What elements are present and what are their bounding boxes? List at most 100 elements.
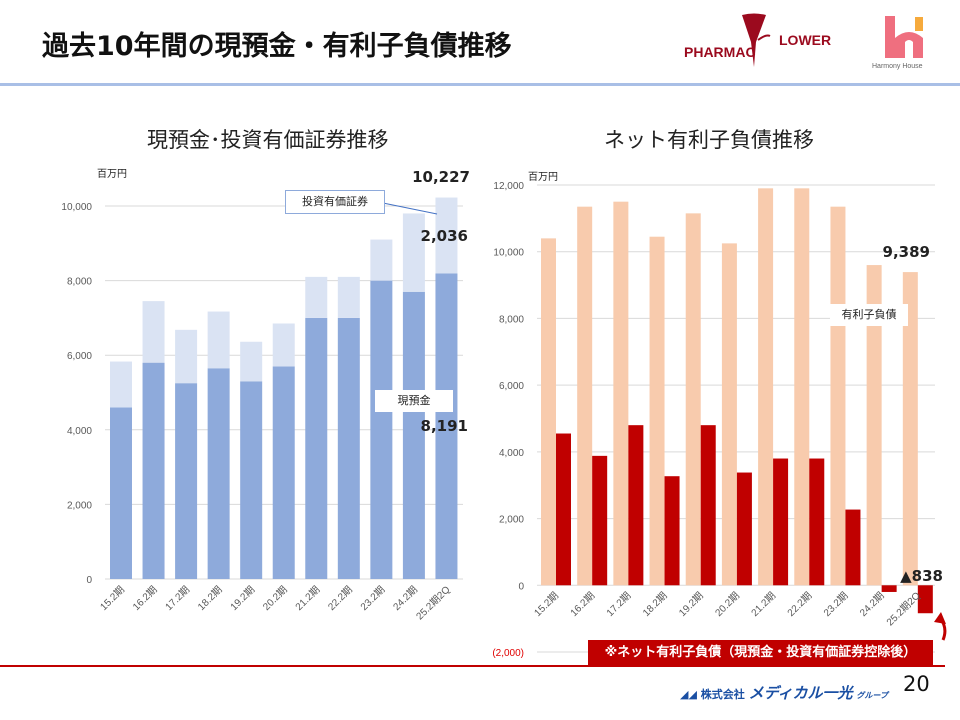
cash-data-label: 8,191	[421, 417, 468, 435]
bar-cash	[370, 280, 393, 579]
triangle-mark-icon: ◢◢	[680, 688, 697, 701]
bar-securities	[110, 361, 132, 408]
bar-cash	[240, 381, 263, 579]
bar-cash	[435, 273, 458, 579]
bar-securities	[207, 311, 230, 369]
x-tick-label: 24.2期	[857, 590, 886, 619]
page-title: 過去10年間の現預金・有利子負債推移	[42, 31, 512, 62]
bar-cash	[305, 317, 328, 579]
bar-net-debt	[881, 585, 897, 592]
bar-net-debt	[917, 585, 933, 614]
y-tick-label: 8,000	[67, 277, 92, 288]
x-tick-label: 21.2期	[749, 590, 778, 619]
bar-cash	[337, 317, 360, 579]
bar-cash	[142, 362, 165, 579]
bar-securities	[435, 197, 458, 274]
y-tick-label: 6,000	[499, 381, 524, 392]
bar-securities	[337, 276, 360, 318]
right-chart-title: ネット有利子負債推移	[604, 128, 814, 152]
footer-divider	[0, 665, 945, 667]
x-tick-label: 20.2期	[261, 584, 290, 613]
y-tick-label: 0	[518, 581, 524, 592]
debt-callout: 有利子負債	[830, 304, 908, 326]
cash-callout: 現預金	[375, 390, 453, 412]
bar-debt	[794, 188, 810, 586]
x-tick-label: 22.2期	[785, 590, 814, 619]
bar-cash	[272, 366, 295, 579]
bar-securities	[370, 239, 393, 281]
callout-leader	[382, 202, 438, 215]
y-tick-label: 10,000	[493, 248, 524, 259]
y-tick-label: 2,000	[67, 500, 92, 511]
securities-data-label: 2,036	[421, 227, 468, 245]
x-tick-label: 17.2期	[163, 584, 192, 613]
x-tick-label: 16.2期	[130, 584, 159, 613]
arrow-head-icon	[934, 612, 946, 624]
bar-cash	[207, 368, 230, 579]
left-chart-title: 現預金･投資有価証券推移	[147, 128, 389, 152]
header-divider	[0, 83, 960, 86]
debt-data-label: 9,389	[883, 243, 930, 261]
y-tick-label: 12,000	[493, 181, 524, 192]
x-tick-label: 19.2期	[677, 590, 706, 619]
bar-debt	[613, 201, 629, 586]
bar-net-debt	[556, 433, 571, 586]
bar-net-debt	[773, 458, 789, 586]
bar-securities	[175, 329, 198, 384]
flower-icon	[742, 13, 771, 67]
medical-ikko-logo: ◢◢ 株式会社 メディカル一光 グループ	[680, 684, 888, 702]
bar-securities	[402, 213, 425, 292]
x-tick-label: 23.2期	[358, 584, 387, 613]
bar-net-debt	[809, 458, 825, 586]
unit-label: 百万円	[528, 171, 558, 183]
bar-net-debt	[592, 455, 608, 586]
bar-cash	[402, 291, 425, 579]
y-tick-label: 0	[86, 575, 92, 586]
page-number: 20	[903, 672, 930, 696]
x-tick-label: 23.2期	[821, 590, 850, 619]
unit-label: 百万円	[97, 168, 127, 180]
net-debt-data-label: ▲838	[900, 567, 943, 585]
bar-debt	[758, 188, 774, 586]
x-tick-label: 21.2期	[293, 584, 322, 613]
x-tick-label: 19.2期	[228, 584, 257, 613]
bar-net-debt	[628, 425, 644, 586]
total-data-label: 10,227	[412, 168, 470, 186]
bar-securities	[240, 341, 263, 382]
securities-callout: 投資有価証券	[285, 190, 385, 214]
bar-net-debt	[700, 425, 716, 586]
bar-net-debt	[664, 476, 680, 586]
bar-securities	[305, 276, 328, 318]
y-tick-label: 6,000	[67, 351, 92, 362]
net-debt-note: ※ネット有利子負債（現預金・投資有価証券控除後）	[588, 640, 933, 666]
x-tick-label: 20.2期	[713, 590, 742, 619]
bar-debt	[721, 243, 737, 586]
bar-cash	[175, 383, 198, 579]
harmony-house-logo: Harmony House	[872, 14, 942, 76]
pharmacy-flower-logo: PHARMAC LOWER	[684, 12, 834, 70]
bar-debt	[649, 236, 665, 586]
x-tick-label: 18.2期	[195, 584, 224, 613]
bar-debt	[830, 206, 846, 586]
x-tick-label: 22.2期	[326, 584, 355, 613]
y-tick-label: (2,000)	[492, 648, 524, 659]
bar-securities	[142, 301, 165, 363]
y-tick-label: 4,000	[67, 426, 92, 437]
y-tick-label: 2,000	[499, 515, 524, 526]
y-tick-label: 8,000	[499, 314, 524, 325]
x-tick-label: 16.2期	[568, 590, 597, 619]
bar-cash	[110, 407, 132, 579]
x-tick-label: 25.2期2Q	[884, 589, 923, 628]
x-tick-label: 24.2期	[391, 584, 420, 613]
x-tick-label: 18.2期	[640, 590, 669, 619]
x-tick-label: 25.2期2Q	[414, 583, 453, 622]
bar-debt	[866, 265, 882, 586]
bar-debt	[685, 213, 701, 586]
bar-net-debt	[845, 509, 861, 586]
bar-debt	[577, 206, 593, 586]
y-tick-label: 10,000	[61, 202, 92, 213]
x-tick-label: 15.2期	[532, 590, 561, 619]
x-tick-label: 17.2期	[604, 590, 633, 619]
x-tick-label: 15.2期	[98, 584, 127, 613]
